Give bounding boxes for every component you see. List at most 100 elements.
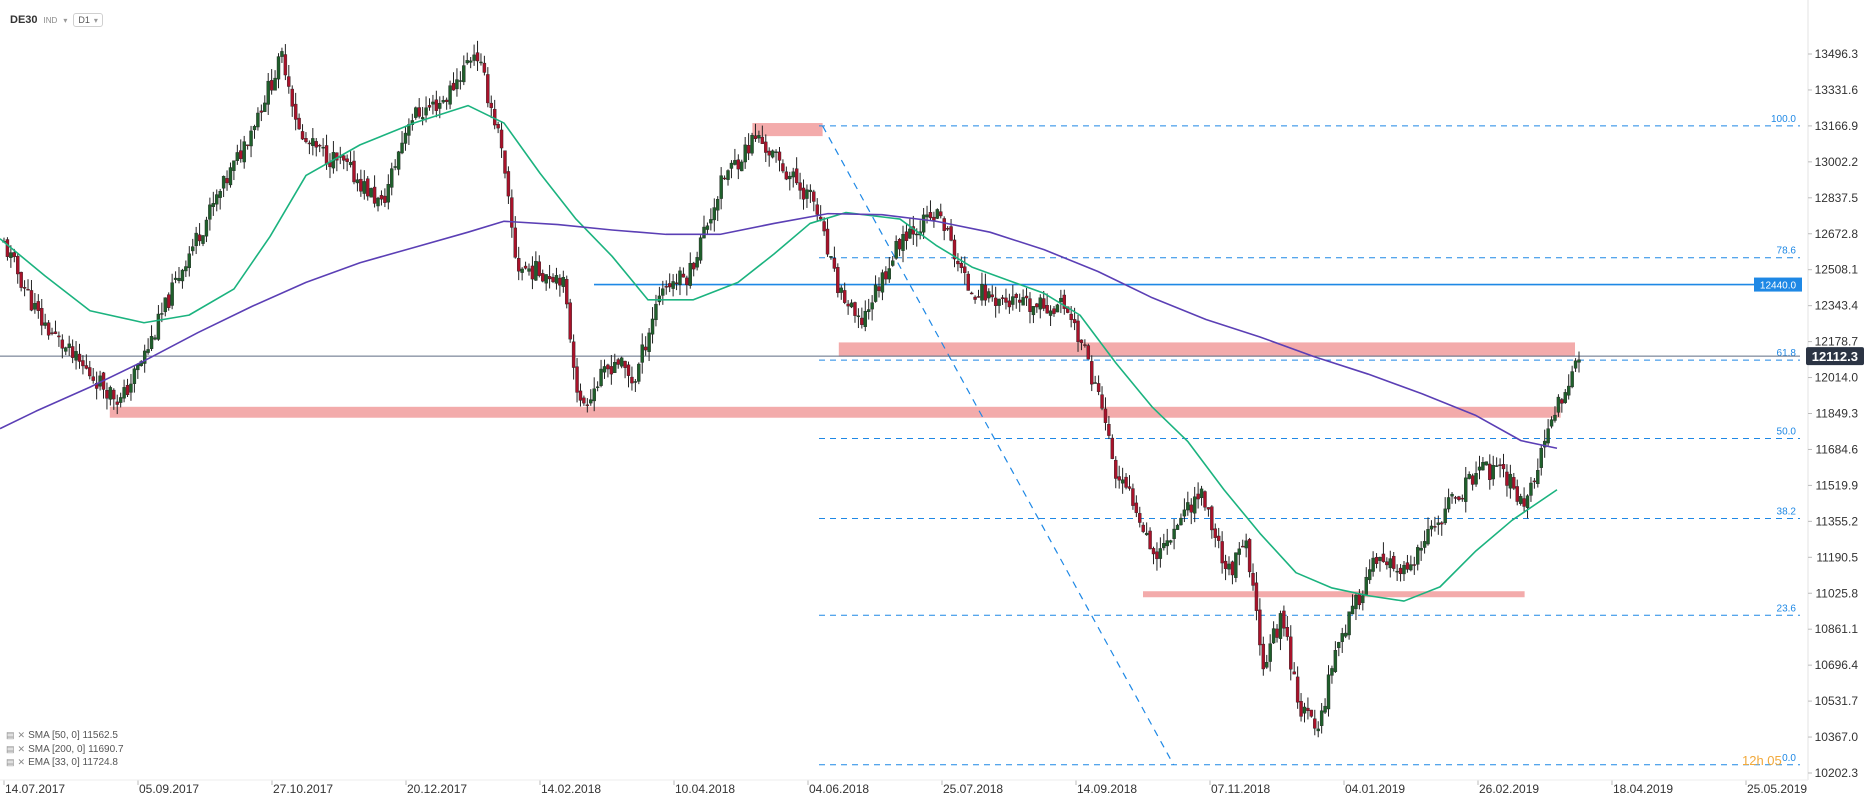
close-icon[interactable]: ✕ bbox=[17, 743, 26, 754]
candle-body bbox=[163, 297, 167, 313]
settings-icon[interactable]: ▤ bbox=[6, 730, 15, 740]
candle bbox=[1518, 493, 1523, 506]
candle bbox=[1251, 563, 1255, 591]
candle bbox=[26, 279, 30, 291]
candle bbox=[1484, 461, 1489, 466]
candle-body bbox=[366, 178, 370, 197]
time-tick-label: 27.10.2017 bbox=[273, 782, 333, 796]
candle-body bbox=[1096, 383, 1101, 392]
candle bbox=[609, 354, 614, 385]
candle bbox=[342, 154, 346, 170]
indicator-sma200[interactable]: ▤ ✕ SMA [200, 0] 11690.7 bbox=[6, 743, 124, 757]
candle bbox=[513, 216, 517, 259]
candle bbox=[64, 346, 68, 356]
candle-body bbox=[997, 298, 1001, 306]
candle-body bbox=[1203, 491, 1207, 508]
candle bbox=[118, 392, 123, 408]
timeframe-value: D1 bbox=[78, 15, 90, 25]
candle bbox=[1470, 473, 1475, 491]
candle bbox=[1168, 539, 1173, 545]
candle bbox=[551, 273, 555, 284]
indicator-ema33[interactable]: ▤ ✕ EMA [33, 0] 11724.8 bbox=[6, 756, 124, 770]
candle bbox=[942, 216, 946, 241]
candle bbox=[1244, 533, 1248, 558]
candle bbox=[1007, 293, 1012, 314]
candle-body bbox=[1460, 497, 1465, 500]
fib-label: 78.6 bbox=[1777, 246, 1797, 257]
candle-body bbox=[1251, 573, 1255, 586]
candle bbox=[88, 360, 92, 380]
candle-body bbox=[1148, 530, 1152, 550]
candle bbox=[908, 218, 912, 239]
candle-body bbox=[671, 281, 675, 289]
candle bbox=[794, 157, 799, 186]
candle-body bbox=[499, 129, 504, 149]
candle bbox=[472, 44, 476, 66]
candle-body bbox=[801, 187, 806, 200]
candle bbox=[455, 68, 459, 97]
symbol-name[interactable]: DE30 bbox=[10, 14, 38, 26]
candle bbox=[33, 293, 37, 314]
candle-body bbox=[729, 162, 734, 169]
chevron-down-icon[interactable]: ▾ bbox=[63, 15, 68, 25]
candle-body bbox=[393, 166, 397, 168]
candle-body bbox=[283, 54, 288, 76]
candle bbox=[410, 113, 415, 131]
time-tick-label: 18.04.2019 bbox=[1613, 782, 1673, 796]
candle-body bbox=[383, 195, 387, 203]
candle bbox=[1412, 556, 1416, 575]
candle bbox=[1385, 557, 1389, 570]
candle bbox=[1062, 289, 1066, 315]
indicator-sma50[interactable]: ▤ ✕ SMA [50, 0] 11562.5 bbox=[6, 729, 124, 743]
candle-body bbox=[180, 269, 185, 282]
candle bbox=[712, 198, 716, 232]
candle-body bbox=[427, 105, 432, 108]
candle-body bbox=[118, 397, 123, 403]
candle-body bbox=[1419, 547, 1423, 551]
candle bbox=[293, 92, 298, 131]
candle-body bbox=[592, 388, 596, 402]
candle-body bbox=[1529, 482, 1533, 496]
candle-body bbox=[973, 296, 977, 300]
candlesticks bbox=[2, 40, 1581, 738]
candle-body bbox=[46, 322, 51, 336]
candle-body bbox=[1556, 396, 1561, 413]
candle bbox=[839, 285, 843, 300]
candle-body bbox=[132, 368, 137, 384]
candle-body bbox=[1508, 473, 1513, 489]
candle-body bbox=[839, 287, 843, 293]
candle-body bbox=[1230, 561, 1235, 576]
candle-body bbox=[276, 56, 281, 80]
candle bbox=[692, 261, 696, 277]
candle-body bbox=[987, 291, 991, 299]
candle bbox=[1381, 542, 1386, 563]
candle-body bbox=[475, 52, 480, 62]
candle bbox=[1529, 477, 1533, 502]
candle-body bbox=[554, 275, 559, 284]
candle bbox=[630, 366, 634, 391]
candle-body bbox=[342, 155, 346, 161]
settings-icon[interactable]: ▤ bbox=[6, 743, 15, 754]
candle-body bbox=[1392, 555, 1396, 569]
candle bbox=[1000, 294, 1005, 305]
close-icon[interactable]: ✕ bbox=[17, 730, 26, 740]
price-tick-label: 12837.5 bbox=[1815, 191, 1859, 205]
candle-body bbox=[935, 209, 940, 219]
candle bbox=[805, 184, 809, 208]
candle-body bbox=[1069, 313, 1073, 320]
candle bbox=[836, 263, 840, 298]
time-axis: 14.07.2017 05.09.2017 27.10.2017 20.12.2017… bbox=[0, 779, 1808, 796]
settings-icon[interactable]: ▤ bbox=[6, 757, 15, 767]
candle bbox=[1261, 636, 1266, 676]
close-icon[interactable]: ✕ bbox=[17, 757, 26, 767]
timeframe-select[interactable]: D1 ▾ bbox=[73, 13, 103, 27]
candle-body bbox=[115, 401, 119, 405]
candle bbox=[468, 56, 473, 69]
candle-body bbox=[1007, 300, 1012, 308]
time-tick-label: 14.09.2018 bbox=[1077, 782, 1137, 796]
candle-body bbox=[616, 359, 620, 365]
candle-body bbox=[1217, 535, 1221, 541]
candle bbox=[1330, 665, 1334, 684]
candle-body bbox=[465, 60, 469, 64]
